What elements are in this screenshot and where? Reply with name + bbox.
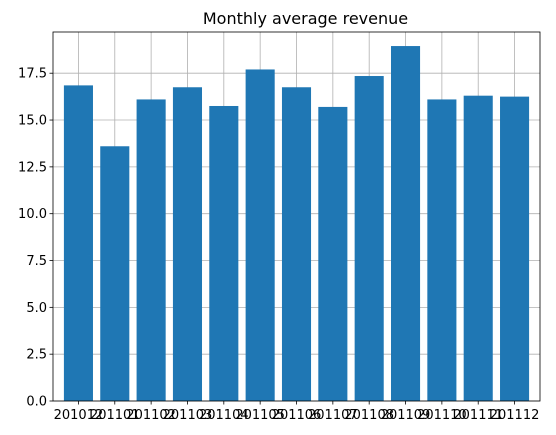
y-tick-label: 0.0 [26,395,47,410]
y-tick-label: 5.0 [26,301,47,316]
x-tick-label: 201012 [54,408,104,423]
bar-201112 [500,96,530,401]
y-tick-labels: 0.0 2.5 5.0 7.5 10.0 12.5 15.0 17.5 [18,67,47,410]
x-tick-label: 201104 [199,408,249,423]
bar-201111 [463,95,493,402]
bar-201110 [427,99,457,402]
bar-201104 [209,105,239,402]
bar-201102 [136,99,166,402]
x-tick-label: 201103 [163,408,213,423]
y-tick-label: 15.0 [18,114,47,129]
bars [63,46,530,402]
bar-201105 [245,69,275,402]
bar-201108 [354,76,384,402]
bar-201106 [281,87,312,401]
x-tick-label: 201109 [381,408,431,423]
x-tick-label: 201106 [272,408,322,423]
bar-201107 [318,106,348,401]
x-tick-label: 201111 [453,408,503,423]
bar-201012 [63,85,93,402]
x-tick-label: 201110 [417,408,467,423]
x-tick-label: 201101 [90,408,140,423]
x-tick-label: 201102 [126,408,176,423]
y-tick-label: 12.5 [18,160,47,175]
y-tick-label: 7.5 [26,254,47,269]
y-tick-label: 17.5 [18,67,47,82]
x-tick-label: 201105 [235,408,285,423]
chart-title: Monthly average revenue [203,9,408,28]
bar-201101 [100,146,130,401]
bar-201103 [172,87,203,401]
axes [49,31,541,405]
x-tick-label: 201112 [490,408,540,423]
x-tick-label: 201108 [344,408,394,423]
x-tick-labels: 2010122011012011022011032011042011052011… [54,408,540,423]
y-tick-label: 10.0 [18,207,47,222]
x-tick-label: 201107 [308,408,358,423]
y-tick-label: 2.5 [26,348,47,363]
bar-201109 [390,46,421,402]
